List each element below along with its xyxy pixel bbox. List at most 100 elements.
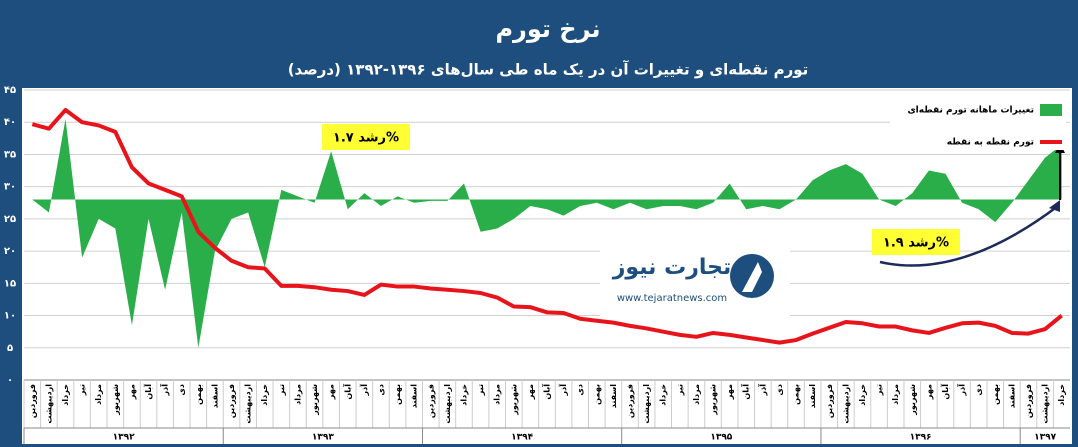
x-tick-label: خرداد	[1057, 384, 1066, 406]
year-label: ۱۳۹۷	[1034, 433, 1056, 443]
annotation-text: رشد ۱.۷%	[333, 131, 399, 146]
legend-label: تورم نقطه به نقطه	[947, 138, 1034, 148]
y-tick-label: ۲۵	[4, 214, 16, 225]
x-tick-label: فروردین	[426, 384, 435, 418]
x-tick-label: آذر	[558, 384, 568, 397]
logo: تجارت نیوز www.tejaratnews.com	[600, 236, 790, 316]
year-label: ۱۳۹۶	[910, 433, 932, 443]
x-tick-label: بهمن	[194, 384, 203, 405]
x-tick-label: آذر	[160, 384, 170, 397]
x-tick-label: تیر	[875, 384, 884, 396]
x-tick-label: بهمن	[792, 384, 801, 405]
x-tick-label: تیر	[78, 384, 87, 396]
x-tick-label: مرداد	[94, 384, 103, 405]
x-tick-label: خرداد	[659, 384, 668, 406]
inflation-line	[31, 107, 1063, 345]
x-tick-label: تیر	[277, 384, 286, 396]
x-tick-label: خرداد	[459, 384, 468, 406]
x-tick-label: شهریور	[310, 384, 319, 416]
legend-swatch	[1040, 104, 1062, 116]
x-tick-label: خرداد	[61, 384, 70, 406]
annotation-box	[322, 124, 410, 150]
annotation-arrow	[879, 205, 1059, 267]
x-tick-label: آبان	[143, 384, 153, 400]
arrow-head	[1049, 200, 1060, 212]
x-tick-label: فروردین	[825, 384, 834, 418]
legend-bg	[890, 96, 1066, 150]
x-tick-label: مهر	[127, 384, 136, 400]
x-tick-label: اسفند	[1007, 384, 1016, 409]
x-tick-label: بهمن	[991, 384, 1000, 405]
y-tick-label: ۱۵	[4, 278, 16, 289]
y-tick-label: ۴۵	[4, 85, 16, 96]
x-tick-label: تیر	[476, 384, 485, 396]
x-tick-label: مرداد	[692, 384, 701, 405]
x-tick-label: مهر	[327, 384, 336, 400]
y-tick-label: ۰	[7, 375, 13, 386]
x-tick-label: آبان	[741, 384, 751, 400]
x-tick-label: مهر	[526, 384, 535, 400]
legend-label: تغییرات ماهانه تورم نقطه‌ای	[907, 106, 1034, 116]
x-tick-label: اردیبهشت	[244, 384, 253, 424]
x-tick-label: آذر	[957, 384, 967, 397]
x-tick-label: مرداد	[493, 384, 502, 405]
x-tick-label: اردیبهشت	[841, 384, 850, 424]
x-tick-label: دی	[775, 384, 784, 395]
annotation-1: رشد ۱.۷%	[322, 124, 410, 150]
x-tick-label: اسفند	[609, 384, 618, 409]
logo-icon-mark	[742, 262, 762, 292]
logo-url: www.tejaratnews.com	[617, 293, 727, 304]
x-tick-label: اسفند	[808, 384, 817, 409]
marks	[31, 107, 1063, 348]
year-label: ۱۳۹۲	[113, 433, 135, 443]
y-tick-label: ۲۰	[4, 246, 16, 257]
x-tick-label: فروردین	[28, 384, 37, 418]
annotation-2: رشد ۱.۹%	[872, 143, 1065, 267]
x-tick-label: آبان	[542, 384, 552, 400]
x-tick-label: فروردین	[227, 384, 236, 418]
y-tick-label: ۱۰	[4, 311, 16, 322]
x-tick-label: اردیبهشت	[44, 384, 53, 424]
chart-subtitle: تورم نقطه‌ای و تغییرات آن در یک ماه طی س…	[288, 61, 809, 79]
x-tick-label: مرداد	[891, 384, 900, 405]
x-tick-label: فروردین	[1024, 384, 1033, 418]
x-tick-label: شهریور	[509, 384, 518, 416]
legend: تغییرات ماهانه تورم نقطه‌ای تورم نقطه به …	[890, 96, 1066, 150]
x-tick-label: مرداد	[293, 384, 302, 405]
x-tick-label: دی	[576, 384, 585, 395]
year-label: ۱۳۹۳	[312, 433, 334, 443]
year-label: ۱۳۹۴	[511, 433, 533, 443]
x-tick-label: دی	[974, 384, 983, 395]
x-tick-label: اسفند	[410, 384, 419, 409]
x-tick-label: مهر	[725, 384, 734, 400]
annotation-text: رشد ۱.۹%	[883, 236, 949, 251]
x-tick-label: مهر	[924, 384, 933, 400]
x-tick-label: آبان	[342, 384, 352, 400]
x-tick-label: اردیبهشت	[443, 384, 452, 424]
y-tick-label: ۴۰	[4, 117, 16, 128]
x-tick-label: اردیبهشت	[1041, 384, 1050, 424]
x-tick-label: دی	[177, 384, 186, 395]
annotation-box	[872, 229, 960, 255]
x-tick-label: شهریور	[908, 384, 917, 416]
x-tick-label: اسفند	[210, 384, 219, 409]
x-tick-label: خرداد	[260, 384, 269, 406]
x-tick-label: تیر	[675, 384, 684, 396]
x-tick-label: شهریور	[111, 384, 120, 416]
x-tick-label: شهریور	[709, 384, 718, 416]
logo-text: تجارت نیوز	[612, 255, 732, 280]
y-tick-label: ۳۵	[4, 149, 16, 160]
x-tick-label: اردیبهشت	[642, 384, 651, 424]
x-tick-label: آذر	[359, 384, 369, 397]
y-tick-label: ۵	[7, 343, 13, 354]
year-label: ۱۳۹۵	[710, 433, 732, 443]
chart-title: نرخ تورم	[495, 15, 600, 43]
x-tick-label: دی	[376, 384, 385, 395]
x-tick-label: خرداد	[858, 384, 867, 406]
y-tick-label: ۳۰	[4, 182, 16, 193]
x-tick-label: آذر	[757, 384, 767, 397]
x-tick-label: فروردین	[626, 384, 635, 418]
